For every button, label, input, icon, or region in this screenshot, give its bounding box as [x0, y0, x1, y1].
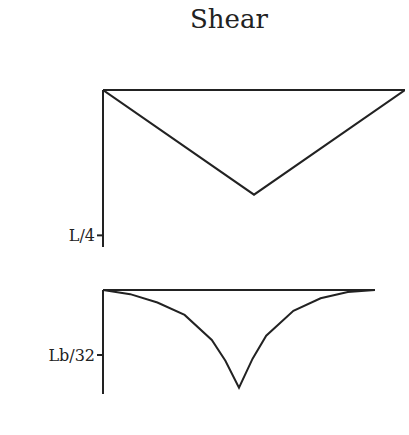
svg-text:L/4: L/4: [69, 226, 95, 245]
html-text:Shear: Shear: [190, 4, 268, 34]
svg-text:Lb/32: Lb/32: [48, 346, 95, 365]
